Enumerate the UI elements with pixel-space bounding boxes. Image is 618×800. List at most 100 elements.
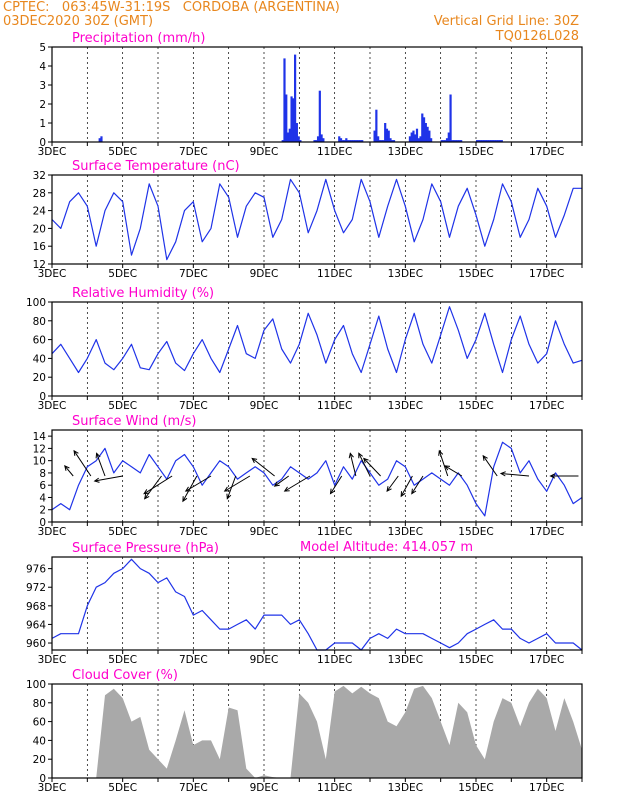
precip-bar <box>355 140 359 142</box>
x-tick-label: 7DEC <box>179 400 208 412</box>
precip-bar <box>449 94 452 142</box>
cloud-panel: Cloud Cover (%) 0 20 40 60 80 100 3DEC 5DEC 7DEC 9… <box>26 668 583 794</box>
precip-bar <box>285 94 288 142</box>
wind-vector-head <box>283 486 290 492</box>
precip-bar <box>100 136 103 142</box>
x-tick-label: 11DEC <box>317 782 352 794</box>
wind-vector-head <box>223 486 230 492</box>
precip-bar <box>475 140 479 142</box>
model-altitude: Model Altitude: 414.057 m <box>300 540 473 555</box>
wind-vector <box>444 465 463 477</box>
wind-vector-head <box>144 493 150 500</box>
precip-bar <box>346 140 350 142</box>
wind-title: Surface Wind (m/s) <box>72 414 196 429</box>
y-tick-label: 32 <box>33 170 46 182</box>
wind-vector-head <box>363 457 369 464</box>
y-tick-label: 6 <box>39 480 46 492</box>
precip-bar <box>458 140 461 142</box>
precip-bar <box>440 140 443 142</box>
y-tick-label: 5 <box>39 42 46 54</box>
y-tick-label: 964 <box>26 619 46 631</box>
x-tick-label: 17DEC <box>529 146 564 158</box>
wind-vector <box>185 475 212 492</box>
pres-line <box>51 558 583 651</box>
x-tick-label: 15DEC <box>458 526 493 538</box>
precip-bar <box>460 140 463 142</box>
wind-vector-head <box>499 471 506 477</box>
y-tick-label: 12 <box>33 443 46 455</box>
x-tick-label: 17DEC <box>529 400 564 412</box>
rh-panel: Relative Humidity (%) 0 20 40 60 80 100 3DEC 5DE… <box>26 286 583 412</box>
pres-frame <box>51 556 583 651</box>
x-tick-label: 17DEC <box>529 526 564 538</box>
precip-bar <box>498 140 502 142</box>
x-tick-label: 13DEC <box>388 400 423 412</box>
cloud-area <box>52 685 582 778</box>
y-tick-label: 14 <box>33 431 47 443</box>
x-tick-label: 11DEC <box>317 400 352 412</box>
x-tick-label: 11DEC <box>317 654 352 666</box>
precip-bar <box>316 136 320 142</box>
wind-vector-head <box>400 491 406 498</box>
x-tick-label: 9DEC <box>250 400 279 412</box>
precip-bar <box>454 140 457 142</box>
x-tick-label: 9DEC <box>250 654 279 666</box>
precip-bar <box>293 54 297 142</box>
x-tick-label: 13DEC <box>388 654 423 666</box>
precip-bar <box>414 134 417 142</box>
temp-panel: Surface Temperature (nC) 12 16 20 24 28 32 3DEC… <box>33 159 583 280</box>
precip-bar <box>456 140 459 142</box>
precip-bar <box>348 140 351 142</box>
temp-frame <box>51 174 583 265</box>
wind-vector-head <box>226 493 232 500</box>
precip-bar <box>389 138 392 142</box>
y-tick-label: 0 <box>39 517 46 529</box>
precip-bar <box>382 140 385 142</box>
wind-vector-head <box>273 481 280 487</box>
precip-bar <box>378 140 381 142</box>
y-tick-label: 8 <box>39 468 46 480</box>
wind-vector <box>224 475 251 492</box>
wind-vector-head <box>411 488 417 495</box>
wind-vector-head <box>143 489 150 495</box>
precip-bar <box>315 140 318 142</box>
precip-bar <box>286 132 290 142</box>
y-tick-label: 28 <box>33 188 46 200</box>
precip-bar <box>98 138 101 142</box>
precip-bar <box>483 140 486 142</box>
precip-bar <box>424 123 427 142</box>
y-tick-label: 40 <box>33 735 46 747</box>
precip-bar <box>442 140 445 142</box>
precip-bar <box>297 136 300 142</box>
wind-vector-head <box>73 449 79 456</box>
precip-bar <box>361 140 364 142</box>
precip-bar <box>481 140 484 142</box>
y-tick-label: 80 <box>33 698 46 710</box>
precip-bar <box>445 138 449 142</box>
precip-bar <box>477 140 480 142</box>
x-tick-label: 3DEC <box>38 782 67 794</box>
y-tick-label: 60 <box>33 335 46 347</box>
y-tick-label: 0 <box>39 773 46 785</box>
wind-vector <box>400 475 413 497</box>
wind-vector-head <box>251 457 258 464</box>
x-tick-label: 7DEC <box>179 268 208 280</box>
x-tick-label: 13DEC <box>388 146 423 158</box>
wind-vector-head <box>329 488 336 495</box>
x-tick-label: 13DEC <box>388 782 423 794</box>
x-tick-label: 5DEC <box>108 526 137 538</box>
wind-vector <box>64 465 74 477</box>
x-tick-label: 7DEC <box>179 782 208 794</box>
wind-vector <box>284 475 311 492</box>
precip-bar <box>292 98 295 142</box>
x-tick-label: 3DEC <box>38 146 67 158</box>
x-tick-label: 13DEC <box>388 268 423 280</box>
precip-bar <box>359 140 362 142</box>
y-tick-label: 100 <box>26 679 46 691</box>
y-tick-label: 20 <box>33 754 46 766</box>
wind-vector-head <box>549 473 556 479</box>
precip-bar <box>500 140 503 142</box>
precip-bar <box>387 130 390 142</box>
x-tick-label: 17DEC <box>529 268 564 280</box>
